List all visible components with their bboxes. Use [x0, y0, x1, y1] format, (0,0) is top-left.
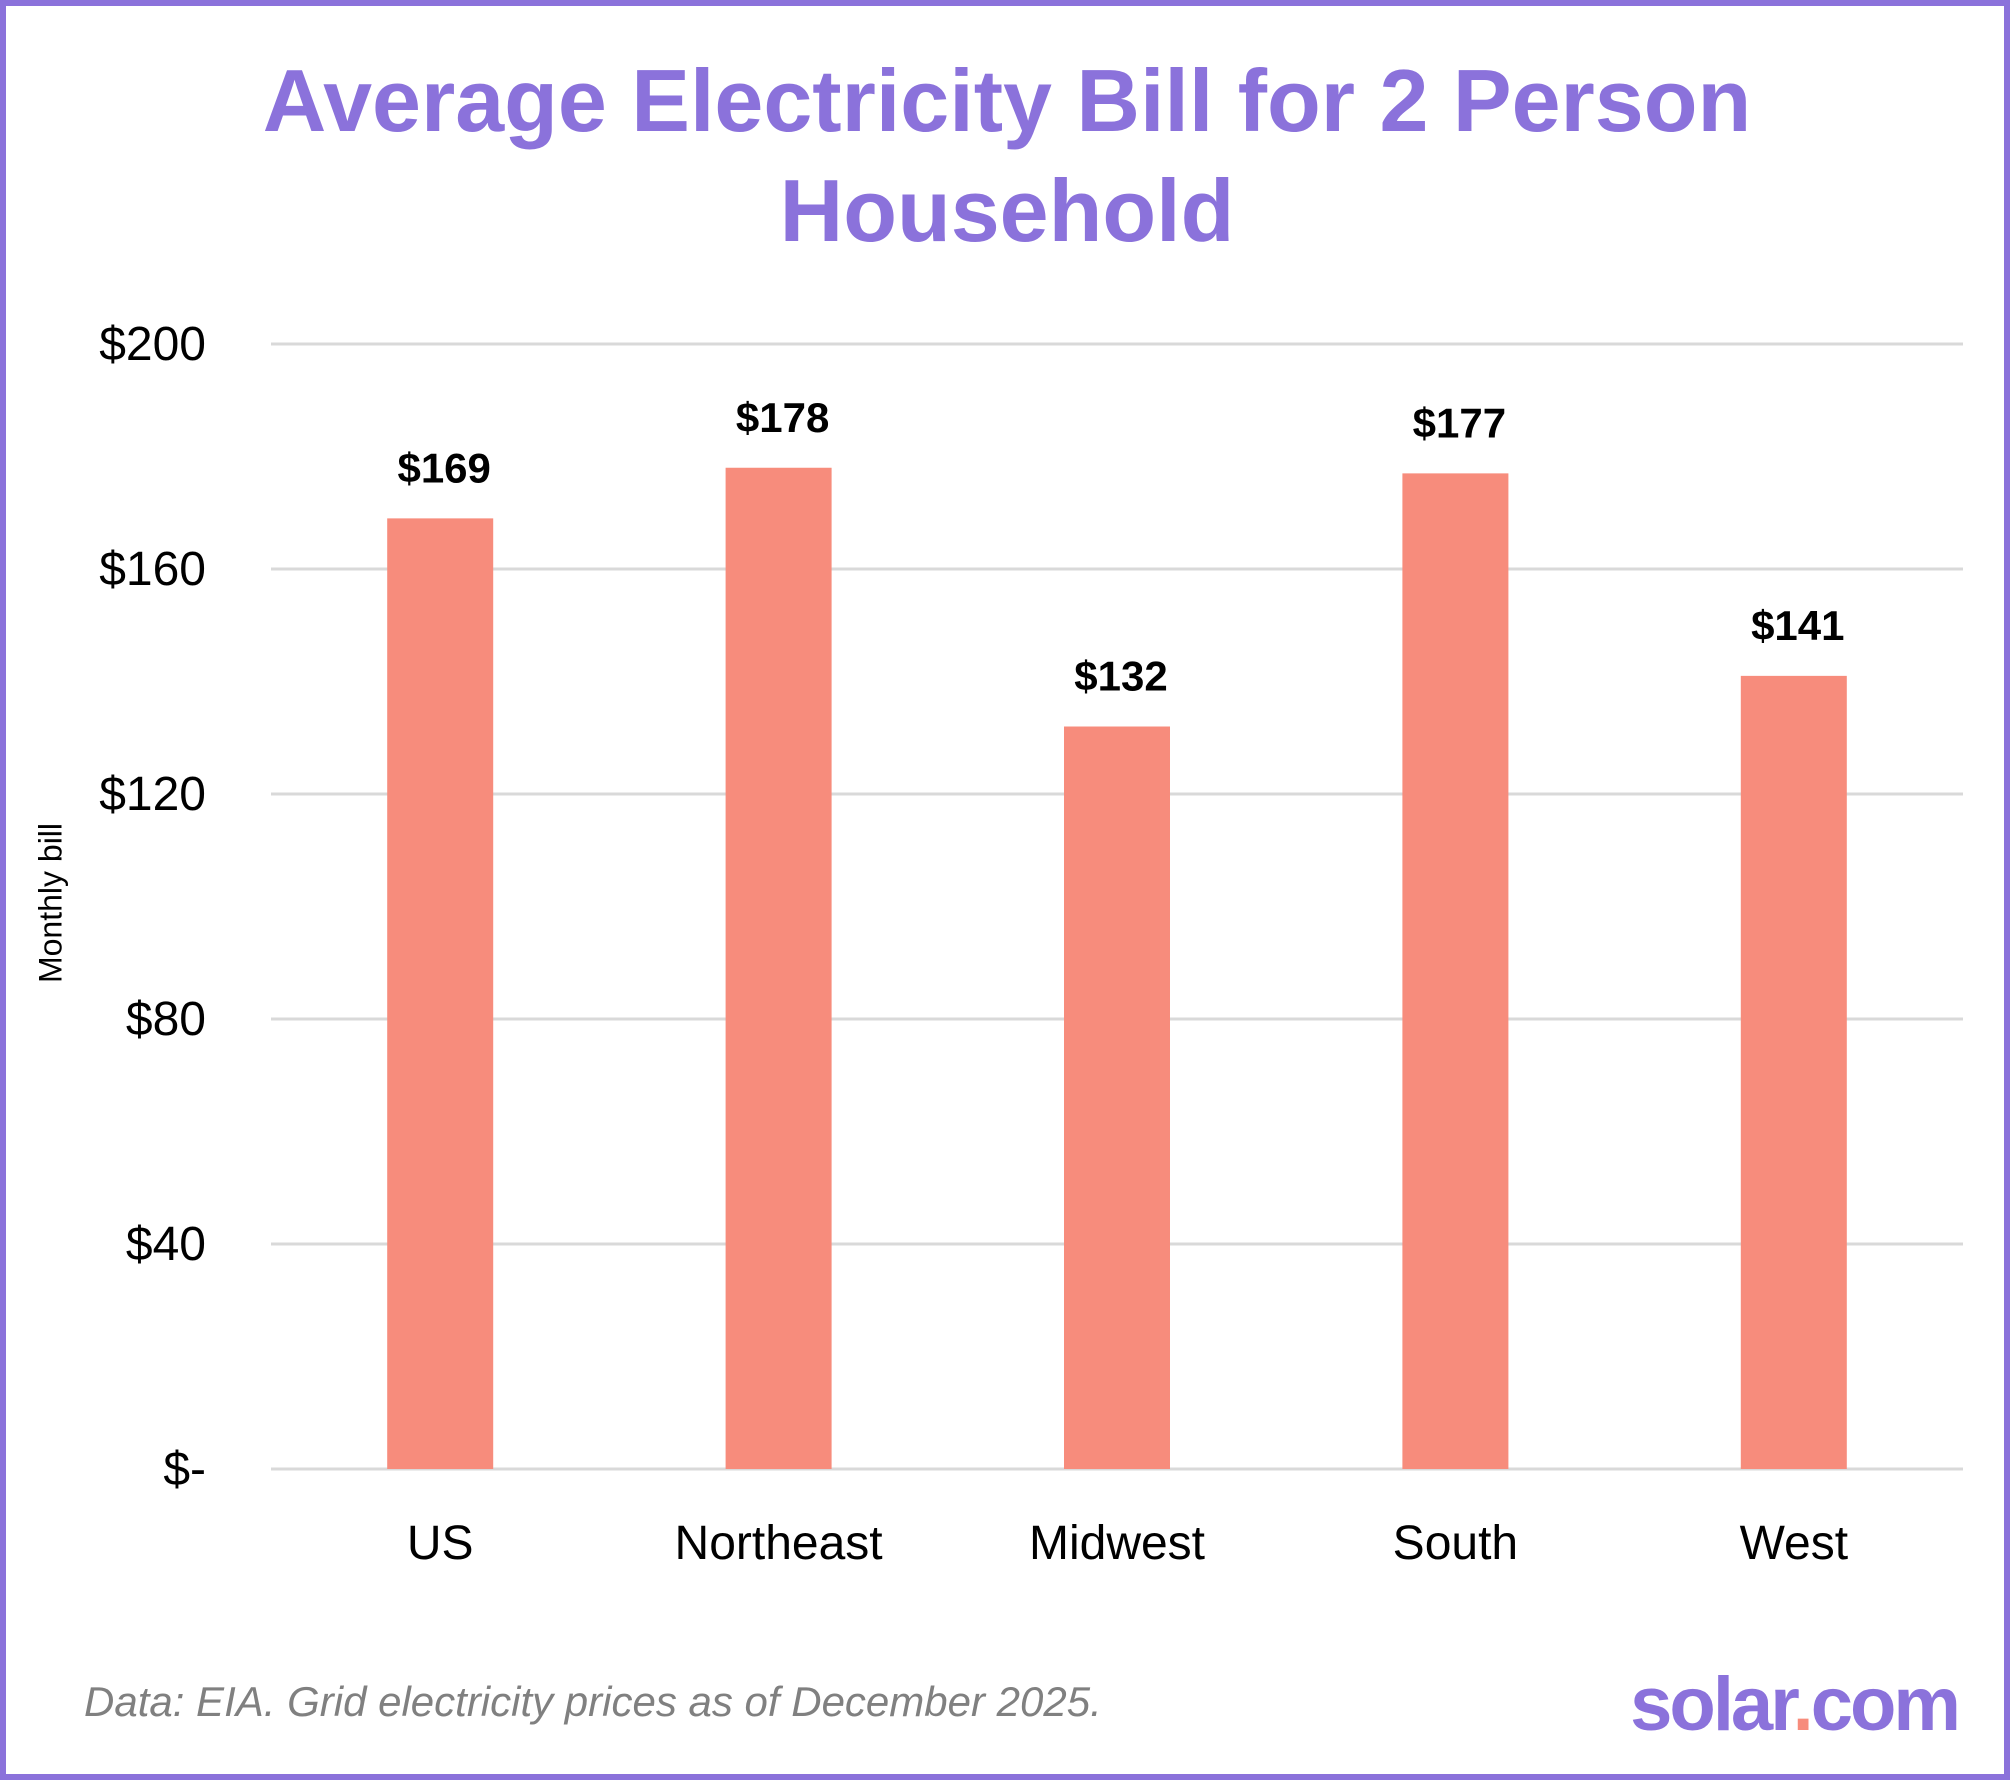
x-tick-label: South	[1393, 1517, 1518, 1570]
y-axis-label: Monthly bill	[32, 822, 69, 984]
y-tick-label: $120	[99, 768, 206, 821]
source-note: Data: EIA. Grid electricity prices as of…	[84, 1678, 1102, 1725]
y-tick-label: $40	[126, 1218, 206, 1271]
title-line-1: Average Electricity Bill for 2 Person	[262, 51, 1752, 150]
bar	[1064, 726, 1170, 1469]
y-tick-label: $160	[99, 543, 206, 596]
x-tick-label: US	[407, 1517, 474, 1570]
y-tick-label: $200	[99, 318, 206, 371]
bar	[1740, 675, 1847, 1469]
data-label: $177	[1413, 399, 1506, 446]
bar	[725, 467, 832, 1469]
solar-com-logo: solar.com	[1630, 1662, 1961, 1747]
data-label: $178	[736, 394, 829, 441]
title-line-2: Household	[779, 161, 1235, 260]
bar	[387, 518, 494, 1469]
bar	[1402, 473, 1509, 1469]
data-label: $141	[1751, 602, 1844, 649]
data-label: $169	[397, 444, 490, 491]
x-tick-label: Northeast	[675, 1517, 883, 1570]
y-tick-label: $-	[163, 1443, 206, 1496]
x-tick-label: West	[1740, 1517, 1848, 1570]
bar-chart: $- $40 $80 $120 $160 $200 $169 US $178 Northeast $…	[99, 318, 1963, 1570]
x-tick-label: Midwest	[1029, 1517, 1205, 1570]
y-tick-label: $80	[126, 993, 206, 1046]
data-label: $132	[1074, 653, 1167, 700]
chart-title: Average Electricity Bill for 2 Person Ho…	[6, 46, 2004, 266]
